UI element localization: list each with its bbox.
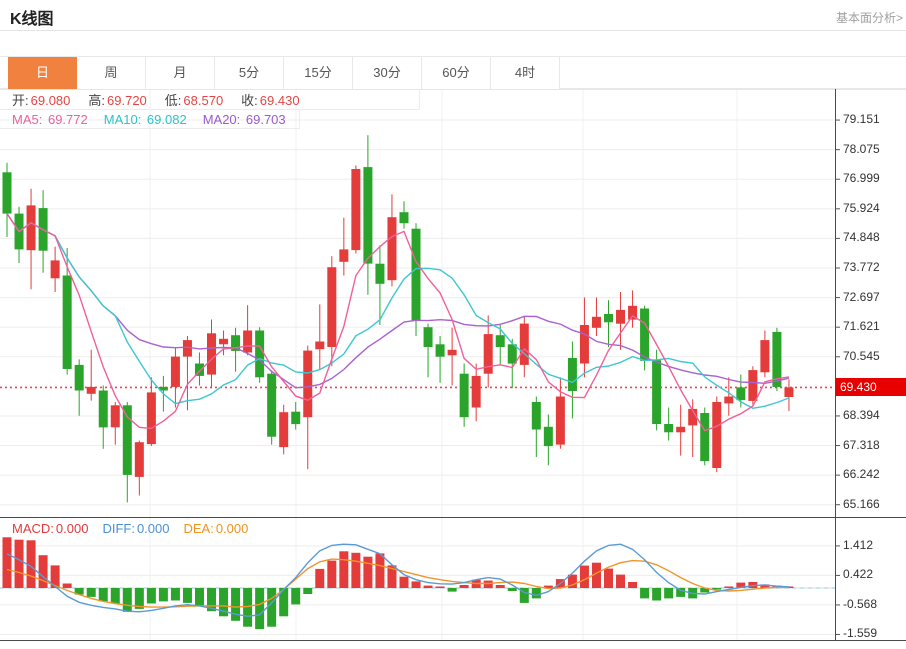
ohlc-item: 高: 69.720 xyxy=(88,92,147,108)
header-divider xyxy=(0,30,906,31)
ohlc-item: 低: 68.570 xyxy=(164,92,224,108)
macd-item: MACD: 0.000 xyxy=(12,520,89,536)
price-axis-label: 67.318 xyxy=(843,437,880,452)
current-price-badge: 69.430 xyxy=(836,378,906,397)
period-tab-月[interactable]: 月 xyxy=(146,57,215,89)
price-axis-label: 75.924 xyxy=(843,200,880,215)
period-tabs: 日周月 5分 15分 30分 60分 4时 xyxy=(0,56,906,89)
ohlc-legend: 开: 69.080 高: 69.720 低: 68.570 收: 69.430 xyxy=(0,89,420,110)
price-axis-label: 73.772 xyxy=(843,260,880,274)
period-tab-30分[interactable]: 30分 xyxy=(353,57,422,89)
page-title: K线图 xyxy=(10,11,54,28)
price-axis-label: 68.394 xyxy=(843,407,880,422)
ma-legend: MA5: 69.772 MA10: 69.082 MA20: 69.703 xyxy=(0,110,300,129)
kline-chart-canvas[interactable] xyxy=(0,89,906,641)
period-tab-4时[interactable]: 4时 xyxy=(491,57,560,89)
ma-item: MA20: 69.703 xyxy=(202,111,286,127)
period-tab-15分[interactable]: 15分 xyxy=(284,57,353,89)
price-axis-label: 78.075 xyxy=(843,141,880,156)
price-axis-label: 66.242 xyxy=(843,467,880,482)
price-axis-label: 72.697 xyxy=(843,289,880,304)
price-axis-label: 65.166 xyxy=(843,496,880,511)
macd-axis-label: -0.568 xyxy=(843,596,878,611)
macd-axis-label: 0.422 xyxy=(843,567,874,582)
macd-item: DIFF: 0.000 xyxy=(102,520,170,536)
ohlc-item: 收: 69.430 xyxy=(241,92,300,108)
price-axis-label: 74.848 xyxy=(843,230,880,245)
price-axis-label: 70.545 xyxy=(843,348,880,363)
period-tab-周[interactable]: 周 xyxy=(77,57,146,89)
macd-axis-label: 1.412 xyxy=(843,537,874,552)
ma-item: MA10: 69.082 xyxy=(103,111,187,127)
price-axis-label: 71.621 xyxy=(843,319,880,334)
period-tab-5分[interactable]: 5分 xyxy=(215,57,284,89)
macd-axis-label: -1.559 xyxy=(843,626,878,641)
price-axis-label: 76.999 xyxy=(843,171,880,186)
ohlc-item: 开: 69.080 xyxy=(12,92,71,108)
period-tab-日[interactable]: 日 xyxy=(8,57,77,89)
price-axis-label: 79.151 xyxy=(843,112,880,127)
ma-item: MA5: 69.772 xyxy=(12,111,88,127)
macd-item: DEA: 0.000 xyxy=(183,520,249,536)
period-tab-60分[interactable]: 60分 xyxy=(422,57,491,89)
macd-legend: MACD: 0.000 DIFF: 0.000 DEA: 0.000 xyxy=(0,519,248,537)
fundamental-analysis-link[interactable]: 基本面分析> xyxy=(835,11,903,25)
